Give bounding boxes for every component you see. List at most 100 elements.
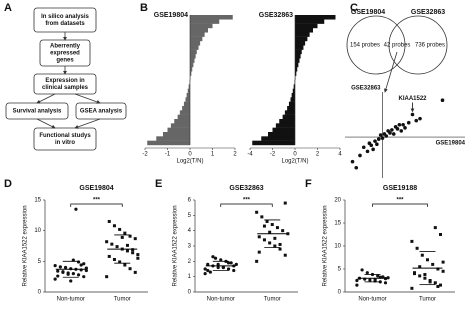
point [69, 267, 73, 271]
point [229, 261, 233, 265]
flow-arrow [36, 118, 56, 129]
point [391, 132, 396, 136]
point [426, 258, 429, 262]
point [71, 272, 75, 276]
x-axis-label: GSE19804 [436, 141, 466, 147]
significance: *** [396, 198, 404, 204]
point [384, 134, 389, 138]
point [255, 259, 259, 263]
bar [279, 119, 295, 124]
y-tick-label: 4 [188, 228, 192, 234]
point [439, 283, 442, 287]
point [203, 272, 207, 276]
point [115, 245, 119, 249]
point [418, 265, 422, 269]
x-tick-label: -2 [142, 152, 148, 158]
point [423, 273, 427, 277]
point [278, 242, 282, 246]
annotation: KIAA1522 [398, 96, 427, 102]
significance-bracket [220, 203, 273, 207]
point [79, 263, 83, 267]
point [375, 142, 379, 147]
point [133, 237, 137, 241]
point [373, 277, 377, 282]
chart-title: GSE32863 [229, 185, 263, 192]
y-tick-label: 15 [334, 221, 341, 227]
point [133, 270, 137, 274]
point [401, 122, 405, 127]
point [131, 248, 135, 252]
y-axis-label: Relative KIAA1522 expression [23, 205, 29, 286]
bar [295, 36, 308, 42]
point [234, 262, 238, 266]
bar [179, 110, 190, 115]
point [123, 263, 127, 267]
flow-box [75, 102, 127, 120]
bar [190, 62, 194, 68]
point [66, 272, 70, 276]
point [281, 229, 285, 233]
venn-label: 154 probes [350, 43, 380, 49]
bar [293, 84, 295, 89]
point [268, 230, 272, 234]
x-tick-label: 4 [338, 152, 342, 158]
bar [183, 101, 190, 107]
x-tick-label: Tumor [419, 297, 436, 303]
point [273, 244, 277, 248]
bar [190, 45, 199, 50]
point [433, 281, 437, 285]
x-tick-label: -1 [165, 152, 171, 158]
bar [282, 114, 295, 120]
bar [187, 88, 190, 94]
point [273, 236, 277, 240]
bar [292, 88, 295, 94]
bar [295, 67, 298, 72]
significance: *** [243, 198, 251, 204]
point [360, 268, 364, 272]
point [107, 219, 111, 223]
point [399, 129, 404, 133]
point [355, 278, 359, 283]
significance-bracket [372, 203, 428, 207]
point [403, 126, 407, 130]
point [128, 267, 132, 271]
bar [287, 106, 295, 111]
point [69, 279, 73, 283]
chart-title: GSE19188 [383, 185, 417, 192]
point [410, 112, 415, 117]
point [120, 235, 124, 239]
y-tick-label: 2 [188, 259, 192, 265]
point [406, 120, 411, 125]
bar [167, 127, 190, 133]
point [431, 262, 435, 266]
panel-label: E [155, 178, 162, 190]
flow-arrow [36, 93, 56, 104]
point [365, 149, 370, 154]
point [110, 242, 114, 246]
bar [188, 84, 190, 89]
bar [190, 19, 220, 24]
bar [182, 106, 190, 111]
point [71, 258, 75, 262]
flow-label: Survival analysis [13, 109, 62, 115]
point [257, 250, 261, 254]
point [358, 153, 362, 158]
point [275, 226, 279, 230]
point [58, 265, 62, 269]
y-tick-label: 1 [188, 274, 192, 280]
point [56, 269, 60, 273]
point [371, 147, 375, 152]
x-tick-label: 0 [188, 152, 192, 158]
point [257, 235, 261, 239]
bar [295, 32, 310, 37]
point [216, 265, 220, 270]
point [395, 127, 400, 131]
point [278, 247, 282, 251]
point [125, 243, 129, 247]
bar [295, 15, 336, 20]
point [441, 260, 445, 264]
bar [295, 19, 325, 24]
point [76, 260, 81, 264]
flow-label: clinical samples [42, 85, 89, 91]
point [221, 265, 225, 270]
